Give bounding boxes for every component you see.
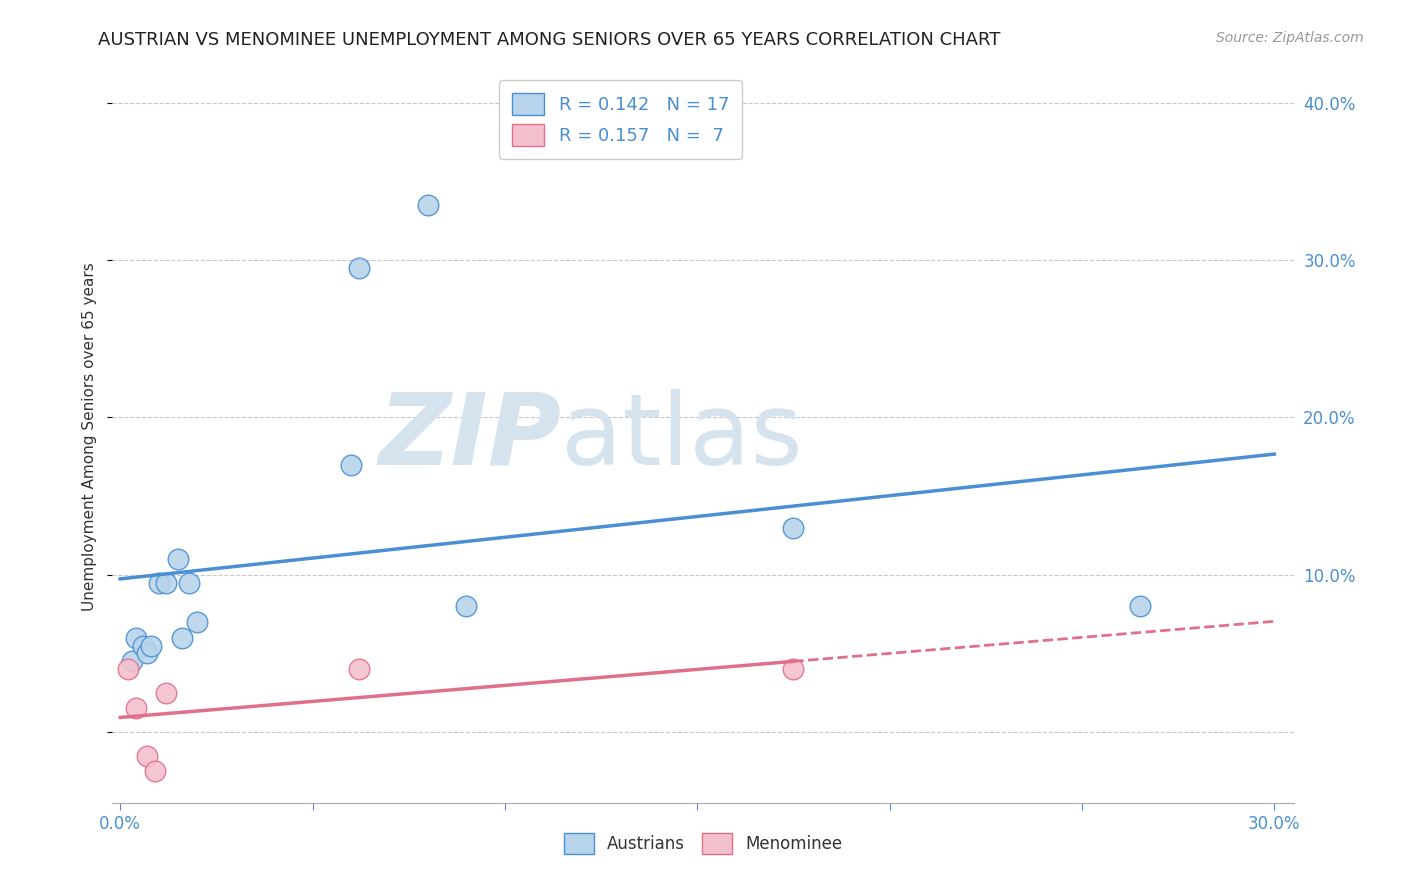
Point <box>155 686 177 700</box>
Point <box>155 575 177 590</box>
Text: Source: ZipAtlas.com: Source: ZipAtlas.com <box>1216 31 1364 45</box>
Point <box>340 458 363 472</box>
Y-axis label: Unemployment Among Seniors over 65 years: Unemployment Among Seniors over 65 years <box>82 263 97 611</box>
Point <box>143 764 166 779</box>
Point <box>124 701 146 715</box>
Legend: Austrians, Menominee: Austrians, Menominee <box>557 827 849 860</box>
Point <box>139 639 162 653</box>
Point <box>1129 599 1152 614</box>
Point <box>782 520 804 534</box>
Text: AUSTRIAN VS MENOMINEE UNEMPLOYMENT AMONG SENIORS OVER 65 YEARS CORRELATION CHART: AUSTRIAN VS MENOMINEE UNEMPLOYMENT AMONG… <box>98 31 1001 49</box>
Point <box>170 631 193 645</box>
Point <box>347 260 370 275</box>
Point <box>148 575 170 590</box>
Point <box>347 662 370 676</box>
Text: ZIP: ZIP <box>378 389 561 485</box>
Point <box>167 552 190 566</box>
Point <box>186 615 208 629</box>
Point <box>136 646 159 660</box>
Point <box>121 654 143 668</box>
Point <box>124 631 146 645</box>
Text: atlas: atlas <box>561 389 803 485</box>
Point <box>179 575 201 590</box>
Point <box>117 662 139 676</box>
Point <box>782 662 804 676</box>
Point <box>416 198 439 212</box>
Point <box>132 639 155 653</box>
Point <box>136 748 159 763</box>
Point <box>456 599 478 614</box>
